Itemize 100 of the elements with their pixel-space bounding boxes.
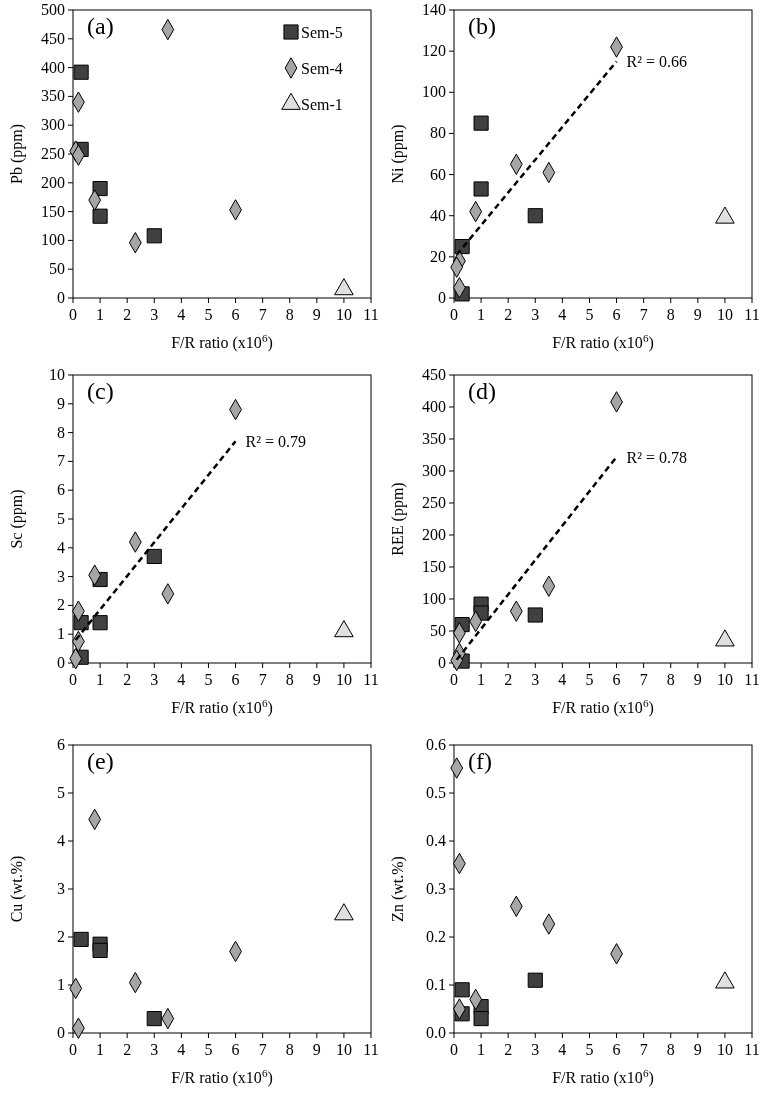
y-tick-label: 0.5 (426, 784, 446, 801)
x-tick-label: 3 (150, 1041, 159, 1058)
x-tick-label: 0 (450, 671, 458, 688)
chart-title: (e) (87, 748, 114, 774)
x-tick-label: 4 (558, 671, 567, 688)
x-tick-label: 9 (312, 671, 321, 688)
y-tick-label: 400 (41, 58, 65, 76)
y-tick-label: 0 (438, 654, 446, 671)
x-tick-label: 9 (693, 306, 702, 323)
y-tick-label: 2 (57, 596, 65, 614)
x-tick-label: 4 (177, 1041, 186, 1058)
x-tick-label: 2 (504, 671, 513, 688)
y-tick-label: 100 (422, 83, 446, 101)
y-tick-label: 250 (422, 494, 446, 511)
y-tick-label: 7 (57, 452, 65, 470)
y-tick-label: 50 (430, 622, 446, 639)
chart-title: (d) (468, 378, 496, 404)
y-tick-label: 120 (422, 42, 446, 60)
legend-label: Sem-4 (301, 60, 343, 77)
y-tick-label: 3 (57, 567, 65, 585)
y-tick-label: 6 (57, 736, 65, 753)
chart-title: (a) (87, 13, 114, 39)
y-tick-label: 0.3 (426, 880, 446, 897)
x-tick-label: 1 (477, 671, 486, 688)
x-tick-label: 4 (558, 1041, 567, 1058)
x-axis-title: F/R ratio (x10$^{6}$) (552, 332, 654, 352)
y-tick-label: 9 (57, 394, 65, 412)
x-tick-label: 7 (258, 1041, 267, 1058)
x-tick-label: 5 (204, 671, 213, 688)
y-tick-label: 200 (41, 173, 65, 191)
y-tick-label: 100 (422, 590, 446, 607)
x-tick-label: 1 (96, 306, 105, 323)
chart-title: (c) (87, 378, 114, 404)
y-tick-label: 0 (438, 289, 446, 306)
y-tick-label: 0 (57, 654, 65, 671)
x-tick-label: 11 (363, 671, 379, 688)
x-tick-label: 9 (312, 1041, 321, 1058)
x-tick-label: 2 (123, 1041, 132, 1058)
y-tick-label: 450 (41, 29, 65, 47)
x-tick-label: 6 (612, 306, 621, 323)
x-tick-label: 11 (744, 1041, 760, 1058)
x-tick-label: 2 (123, 671, 132, 688)
x-tick-label: 8 (285, 671, 294, 688)
y-tick-label: 350 (41, 87, 65, 105)
x-tick-label: 9 (693, 671, 702, 688)
chart-title: (b) (468, 13, 496, 39)
x-tick-label: 8 (666, 671, 675, 688)
y-tick-label: 80 (430, 124, 446, 142)
x-tick-label: 1 (477, 306, 486, 323)
y-tick-label: 2 (57, 928, 65, 945)
x-tick-label: 7 (258, 671, 267, 688)
y-tick-label: 100 (41, 231, 65, 249)
x-tick-label: 11 (363, 306, 379, 323)
x-axis-title: F/R ratio (x10$^{6}$) (552, 1067, 654, 1087)
y-axis-title: Cu (wt.%) (8, 855, 26, 923)
x-tick-label: 7 (639, 671, 648, 688)
x-tick-label: 10 (335, 1041, 352, 1058)
y-tick-label: 8 (57, 423, 65, 441)
y-tick-label: 150 (422, 558, 446, 575)
x-tick-label: 9 (693, 1041, 702, 1058)
y-tick-label: 3 (57, 880, 65, 897)
y-tick-label: 1 (57, 976, 65, 993)
x-tick-label: 11 (363, 1041, 379, 1058)
x-tick-label: 6 (231, 306, 240, 323)
x-axis-title: F/R ratio (x10$^{6}$) (552, 697, 654, 717)
y-tick-label: 40 (430, 206, 446, 224)
x-tick-label: 6 (612, 1041, 621, 1058)
x-tick-label: 8 (285, 306, 294, 323)
x-tick-label: 0 (69, 1041, 77, 1058)
y-tick-label: 400 (422, 398, 446, 415)
x-axis-title: F/R ratio (x10$^{6}$) (171, 697, 273, 717)
y-axis-title: Sc (ppm) (8, 489, 26, 549)
y-axis-title: Ni (ppm) (389, 124, 407, 184)
y-tick-label: 0.0 (426, 1024, 446, 1041)
x-tick-label: 1 (96, 671, 105, 688)
y-tick-label: 300 (422, 462, 446, 479)
legend-label: Sem-1 (301, 96, 343, 113)
x-tick-label: 3 (150, 671, 159, 688)
x-tick-label: 5 (585, 306, 594, 323)
chart-title: (f) (468, 748, 492, 774)
x-tick-label: 11 (744, 306, 760, 323)
x-tick-label: 0 (69, 306, 77, 323)
y-tick-label: 0 (57, 289, 65, 306)
x-tick-label: 7 (258, 306, 267, 323)
y-tick-label: 0.1 (426, 976, 446, 993)
x-tick-label: 6 (231, 1041, 240, 1058)
y-tick-label: 250 (41, 145, 65, 162)
x-tick-label: 3 (150, 306, 159, 323)
y-tick-label: 350 (422, 430, 446, 447)
x-axis-title: F/R ratio (x10$^{6}$) (171, 332, 273, 352)
x-tick-label: 5 (585, 1041, 594, 1058)
y-tick-label: 140 (422, 1, 446, 18)
x-tick-label: 7 (639, 306, 648, 323)
x-tick-label: 11 (744, 671, 760, 688)
x-tick-label: 0 (69, 671, 77, 688)
y-tick-label: 20 (430, 247, 446, 265)
legend-label: Sem-5 (301, 24, 343, 41)
y-tick-label: 5 (57, 784, 65, 801)
x-tick-label: 6 (231, 671, 240, 688)
y-tick-label: 200 (422, 526, 446, 543)
